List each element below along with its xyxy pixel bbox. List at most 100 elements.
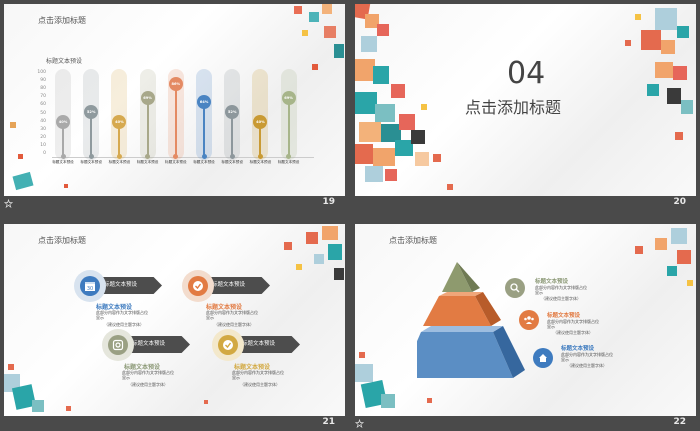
- decor-square: [359, 352, 365, 358]
- item-text: 此部分内容作为文字排版占位显示: [561, 352, 613, 362]
- item-text: 此部分内容作为文字排版占位显示: [122, 370, 174, 380]
- decor-square: [324, 26, 336, 38]
- decor-square: [399, 114, 415, 130]
- decor-square: [8, 364, 14, 370]
- decor-square: [12, 171, 34, 191]
- slide-21[interactable]: 点击添加标题 标题文本预设 30 标题文本预设 此部分内容作为文字排版占位显示 …: [4, 224, 345, 416]
- calendar-icon-number: 30: [87, 286, 93, 292]
- item-text: 此部分内容作为文字排版占位显示: [232, 370, 284, 380]
- x-tick-label: 标题文本预设: [80, 160, 102, 164]
- decor-square: [306, 232, 318, 244]
- y-tick-label: 20: [40, 134, 46, 140]
- decor-square: [625, 40, 631, 46]
- section-title: 点击添加标题: [465, 98, 562, 117]
- item-text: 此部分内容作为文字排版占位显示: [206, 310, 258, 320]
- slide-22[interactable]: 点击添加标题 标题文本预设 此部: [355, 224, 696, 416]
- slide-title: 点击添加标题: [38, 16, 86, 25]
- bar-value-label: 69%: [281, 91, 296, 106]
- bar-track: [111, 69, 128, 160]
- bar: [146, 98, 149, 156]
- slide-20[interactable]: 04 点击添加标题: [355, 4, 696, 196]
- x-tick-label: 标题文本预设: [108, 160, 131, 164]
- slide-19[interactable]: 点击添加标题 标题文本预设 100 90 80 70 60 50 40 30 20 10 0 40% 标…: [4, 4, 345, 196]
- item-note: （建议使用主题字体）: [553, 330, 593, 335]
- decor-square: [675, 132, 683, 140]
- bar: [231, 111, 234, 156]
- slide-number: 20: [673, 197, 686, 207]
- decor-square: [655, 8, 677, 30]
- item-note: （建议使用主题字体）: [104, 322, 144, 327]
- decor-square: [447, 184, 453, 190]
- star-icon[interactable]: [4, 199, 13, 208]
- bar: [259, 121, 262, 156]
- bar-track: [252, 69, 269, 160]
- decor-square: [681, 100, 693, 114]
- decor-square: [385, 169, 397, 181]
- decor-square: [355, 92, 377, 114]
- bar-track: [55, 69, 71, 160]
- decor-square: [64, 184, 68, 188]
- item-tag: 标题文本预设: [92, 277, 162, 294]
- pyramid-graphic: [417, 262, 525, 378]
- decor-square: [10, 122, 16, 128]
- decor-square: [667, 88, 681, 104]
- decor-square: [373, 148, 395, 166]
- item-heading: 标题文本预设: [124, 364, 161, 371]
- calendar-icon: 30: [80, 276, 100, 296]
- chart-title: 标题文本预设: [46, 58, 83, 65]
- decor-square: [294, 6, 302, 14]
- slide-thumbnail-19[interactable]: 点击添加标题 标题文本预设 100 90 80 70 60 50 40 30 20 10 0 40% 标…: [0, 0, 345, 211]
- decor-square: [296, 264, 302, 270]
- decor-square: [635, 246, 643, 254]
- slide-thumbnail-21[interactable]: 点击添加标题 标题文本预设 30 标题文本预设 此部分内容作为文字排版占位显示 …: [0, 220, 345, 431]
- x-tick-label: 标题文本预设: [136, 160, 159, 164]
- item-note: （建议使用主题字体）: [240, 382, 280, 387]
- bar: [62, 121, 64, 156]
- item-icon-ring: [102, 329, 134, 361]
- decor-square: [667, 266, 677, 276]
- decor-square: [411, 130, 425, 144]
- y-tick-label: 50: [40, 110, 46, 116]
- decor-square: [309, 12, 319, 22]
- slide-number: 19: [322, 197, 335, 207]
- slide-thumbnail-22[interactable]: 点击添加标题 标题文本预设 此部: [351, 220, 696, 431]
- bar-value-label: 86%: [168, 77, 183, 92]
- item-icon-ring: [212, 329, 244, 361]
- x-tick-label: 标题文本预设: [249, 160, 272, 164]
- decor-square: [635, 14, 641, 20]
- item-icon-ring: [182, 270, 214, 302]
- bar-base-dot: [116, 154, 122, 159]
- y-tick-label: 60: [40, 102, 46, 108]
- item-note: （建议使用主题字体）: [567, 363, 607, 368]
- decor-square: [334, 268, 344, 280]
- decor-square: [381, 394, 395, 408]
- decor-square: [204, 400, 208, 404]
- decor-square: [641, 30, 661, 50]
- bar-base-dot: [145, 154, 151, 159]
- decor-square: [655, 62, 673, 78]
- decor-square: [328, 244, 342, 260]
- decor-square: [375, 104, 395, 122]
- decor-square: [381, 124, 401, 142]
- bar: [203, 102, 205, 156]
- check-icon: [218, 335, 238, 355]
- item-note: （建议使用主题字体）: [128, 382, 168, 387]
- star-icon[interactable]: [355, 419, 364, 428]
- bar-value-label: 64%: [197, 95, 211, 110]
- item-note: （建议使用主题字体）: [541, 296, 581, 301]
- y-tick-label: 100: [37, 70, 46, 75]
- decor-square: [395, 140, 413, 156]
- y-tick-label: 80: [40, 86, 46, 92]
- y-tick-label: 0: [43, 151, 46, 156]
- slide-thumbnail-20[interactable]: 04 点击添加标题 20: [351, 0, 696, 211]
- decor-square: [322, 226, 338, 240]
- decor-square: [673, 66, 687, 80]
- decor-square: [677, 250, 691, 264]
- x-axis-line: [52, 157, 314, 158]
- item-tag: 标题文本预设: [200, 277, 270, 294]
- y-tick-label: 70: [40, 94, 46, 100]
- bar-base-dot: [286, 154, 292, 159]
- bar-value-label: 40%: [56, 114, 70, 129]
- item-heading: 标题文本预设: [234, 364, 271, 371]
- bar-base-dot: [88, 154, 94, 159]
